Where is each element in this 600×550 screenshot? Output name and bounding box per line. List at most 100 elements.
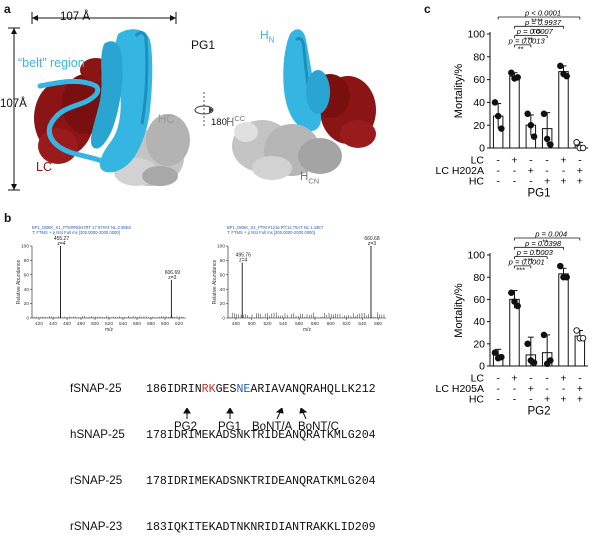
- y-tick-label: 0: [479, 143, 485, 155]
- panel-a-letter: a: [4, 2, 11, 16]
- data-point: [514, 302, 521, 310]
- width-label: 107 Å: [60, 11, 91, 23]
- spectrum2-header: BP1_DB6K_S2_PTM #1216 RT:12.75AT NL:1.43…: [227, 225, 324, 235]
- significance-stars: ****: [531, 17, 543, 26]
- spectrum-y-tick-label: 80: [220, 258, 226, 264]
- data-point: [563, 273, 570, 281]
- y-tick-label: 100: [467, 250, 485, 262]
- significance-stars: ns: [533, 26, 541, 35]
- y-tick-label: 80: [473, 51, 485, 63]
- spectrum1-header: BP1_DB6K_S1_PTM#RDH7RT 17.97#AT NL:2.98E…: [32, 225, 131, 235]
- data-point: [573, 327, 580, 334]
- significance-stars: **: [542, 238, 548, 247]
- alignment-row: rSNAP-23 183IQKITEKADTNKNRIDIANTRAKKLID20…: [70, 520, 376, 534]
- site-label-pg2: PG2: [174, 421, 198, 433]
- height-dimension: [8, 27, 20, 191]
- spectrum-y-tick-label: 80: [24, 258, 30, 264]
- y-tick-label: 80: [473, 272, 485, 284]
- y-tick-label: 100: [467, 29, 485, 41]
- condition-row-label: LC H205A: [436, 383, 484, 395]
- condition-row-label: LC H202A: [436, 165, 484, 177]
- data-point: [524, 340, 531, 348]
- lc-label: LC: [36, 160, 52, 174]
- condition-sign: +: [544, 394, 550, 406]
- y-axis-label: Mortality/%: [453, 283, 465, 338]
- condition-sign: -: [496, 155, 500, 167]
- y-tick-label: 20: [473, 120, 485, 132]
- data-point: [543, 135, 551, 143]
- spectrum-x-tick-label: 520: [105, 321, 113, 327]
- y-tick-label: 60: [473, 74, 485, 86]
- spectrum2-plot: 480 500 520 540 560 580 600 620 640 660 0 20 40 60 80 1…: [212, 236, 386, 332]
- significance-stars: ***: [516, 266, 525, 275]
- condition-sign: -: [496, 176, 500, 188]
- data-point: [494, 112, 502, 120]
- condition-sign: -: [496, 394, 500, 406]
- p-value-label: p = 0.0398: [524, 239, 562, 248]
- y-tick-label: 20: [473, 338, 485, 350]
- y-tick-label: 40: [473, 97, 485, 109]
- condition-sign: +: [560, 155, 566, 167]
- data-point: [579, 144, 587, 152]
- spectrum-y-tick-label: 0: [26, 316, 29, 322]
- condition-sign: +: [528, 383, 534, 395]
- data-point: [530, 133, 538, 140]
- structure-title: PG1: [191, 38, 216, 52]
- spectrum-peak-charge-label: z=3: [368, 241, 376, 247]
- condition-row-label: LC: [471, 155, 485, 167]
- data-point: [547, 357, 554, 364]
- condition-sign: -: [496, 383, 500, 395]
- condition-sign: +: [577, 176, 583, 188]
- spectrum-y-label: Relative Abundance: [16, 260, 22, 305]
- spectrum-y-tick-label: 20: [220, 301, 226, 307]
- spectrum-x-tick-label: 560: [133, 321, 141, 327]
- p-value-label: p = 0.9937: [524, 18, 562, 27]
- spectrum-peak-mz-label: 495.76: [236, 253, 252, 259]
- spectrum-x-tick-label: 420: [35, 321, 43, 327]
- p-value-label: p < 0.0001: [524, 9, 561, 18]
- condition-sign: -: [562, 165, 566, 177]
- belt-region-label: “belt” region: [18, 56, 85, 70]
- condition-sign: +: [528, 165, 534, 177]
- spectrum-x-tick-label: 520: [263, 321, 271, 327]
- y-tick-label: 0: [479, 361, 485, 373]
- condition-sign: -: [545, 373, 549, 385]
- condition-row-label: HC: [469, 176, 485, 188]
- spectrum-x-tick-label: 500: [91, 321, 99, 327]
- spectrum-x-tick-label: 660: [374, 321, 382, 327]
- spectrum-y-tick-label: 60: [220, 272, 226, 278]
- hn-density: [283, 29, 330, 132]
- data-point: [508, 289, 515, 296]
- condition-sign: -: [545, 155, 549, 167]
- spectrum-y-tick-label: 20: [24, 301, 30, 307]
- chart-title: PG2: [527, 406, 550, 418]
- chart-title: PG1: [527, 188, 550, 200]
- condition-sign: -: [513, 165, 517, 177]
- condition-sign: -: [562, 383, 566, 395]
- p-value-label: p = 0.0013: [508, 36, 546, 45]
- spectrum-x-tick-label: 480: [77, 321, 85, 327]
- spectrum-y-label: Relative Abundance: [212, 260, 218, 305]
- spectrum-y-tick-label: 40: [220, 287, 226, 293]
- data-point: [573, 139, 580, 146]
- spectrum-x-tick-label: 460: [63, 321, 71, 327]
- condition-row-label: HC: [469, 394, 485, 406]
- site-label-pg1: PG1: [218, 421, 242, 433]
- condition-sign: +: [544, 176, 550, 188]
- condition-sign: -: [578, 155, 582, 167]
- panel-a-structure: [8, 12, 376, 191]
- spectrum-y-tick-label: 60: [24, 272, 30, 278]
- hc-label: HC: [158, 114, 175, 126]
- condition-sign: -: [496, 373, 500, 385]
- p-value-label: p = 0.004: [534, 230, 567, 239]
- condition-sign: -: [529, 373, 533, 385]
- panel-c-letter: c: [424, 2, 431, 16]
- spectrum-y-tick-label: 100: [217, 244, 225, 250]
- hn-label: HN: [260, 28, 275, 45]
- condition-sign: +: [511, 155, 517, 167]
- height-label: 107Å: [0, 98, 27, 110]
- condition-sign: -: [545, 383, 549, 395]
- spectrum-peak-charge-label: z=4: [57, 241, 65, 247]
- site-label-bonta: BoNT/A: [252, 421, 293, 433]
